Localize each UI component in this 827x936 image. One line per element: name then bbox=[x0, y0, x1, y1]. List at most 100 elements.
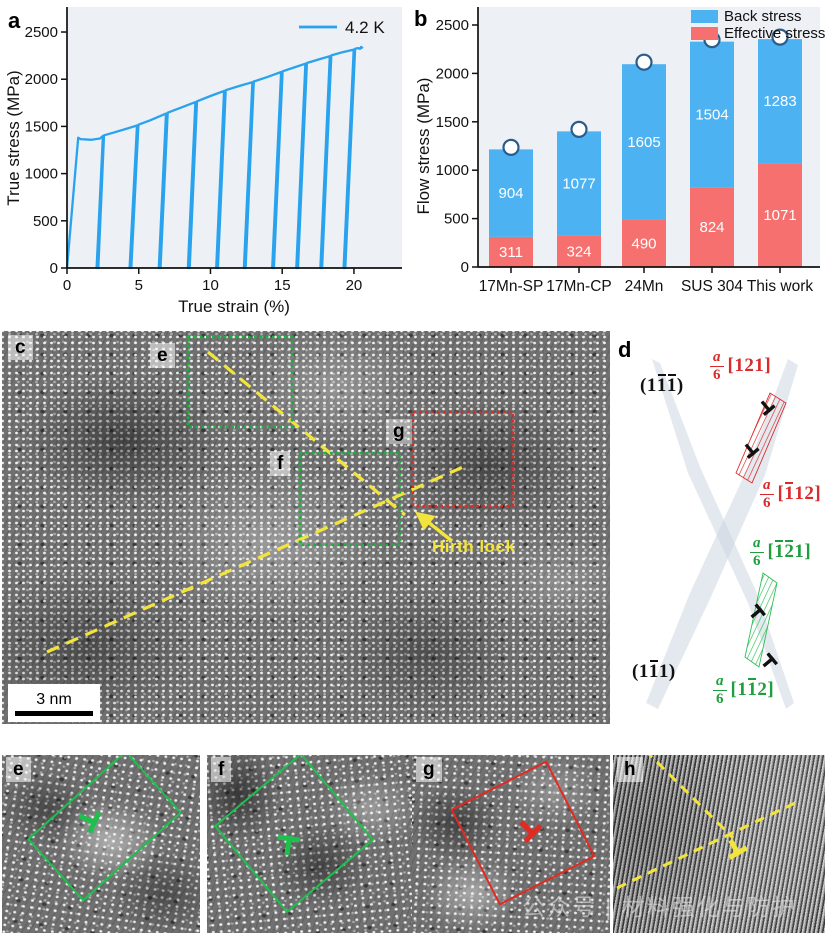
y-tick-label: 1500 bbox=[436, 114, 469, 131]
y-axis-title: True stress (MPa) bbox=[4, 70, 23, 205]
roi-label-f: f bbox=[270, 451, 291, 476]
y-tick-label: 0 bbox=[50, 260, 58, 277]
bar-value-effective: 824 bbox=[699, 219, 724, 236]
dislocation-symbol bbox=[744, 443, 760, 460]
hrtem-zoom-e: e bbox=[2, 755, 200, 933]
y-tick-label: 2500 bbox=[436, 17, 469, 34]
roi-box-f bbox=[298, 451, 402, 547]
dislocation-symbol bbox=[750, 603, 767, 619]
bar-value-back: 1283 bbox=[763, 93, 796, 110]
panel-label-d: d bbox=[618, 337, 632, 362]
bar-back-stress bbox=[557, 131, 601, 236]
y-tick-label: 2000 bbox=[25, 71, 58, 88]
panel-c-annotations bbox=[46, 335, 515, 654]
scale-bar-label: 3 nm bbox=[36, 690, 72, 708]
panel-label-f: f bbox=[211, 757, 232, 782]
bar-value-back: 1605 bbox=[627, 134, 660, 151]
bar-value-back: 1077 bbox=[562, 176, 595, 193]
burgers-vector-1-12: a 6 [112] bbox=[713, 673, 774, 707]
category-label: This work bbox=[747, 278, 814, 295]
slip-planes-drawing bbox=[646, 359, 798, 709]
y-tick-label: 1000 bbox=[436, 162, 469, 179]
panel-label-h: h bbox=[617, 757, 643, 782]
y-tick-label: 1500 bbox=[25, 118, 58, 135]
panel-label-g: g bbox=[416, 757, 442, 782]
burgers-vector--1-21: a 6 [121] bbox=[750, 535, 811, 569]
hrtem-zoom-f: f bbox=[207, 755, 413, 933]
scale-bar-line bbox=[15, 710, 93, 716]
bar-value-back: 1504 bbox=[695, 106, 728, 123]
legend-label: 4.2 K bbox=[345, 18, 385, 37]
category-label: 17Mn-SP bbox=[479, 278, 544, 295]
dislocation-symbol bbox=[760, 400, 776, 417]
burgers-vector-121: a 6 [121] bbox=[710, 349, 771, 383]
total-flow-stress-marker bbox=[771, 28, 789, 46]
y-tick-label: 500 bbox=[444, 211, 469, 228]
bar-value-effective: 1071 bbox=[763, 207, 796, 224]
x-tick-label: 15 bbox=[274, 277, 291, 294]
ifft-fringe-image-h: h bbox=[613, 755, 825, 933]
panel-label-a: a bbox=[8, 8, 21, 33]
lattice-texture bbox=[2, 331, 610, 724]
panel-label-e: e bbox=[6, 757, 31, 782]
bar-back-stress bbox=[622, 64, 666, 220]
bar-back-stress bbox=[489, 149, 533, 237]
bar-effective-stress bbox=[557, 235, 601, 267]
x-axis-title: True strain (%) bbox=[178, 297, 290, 316]
green-hatched-fault bbox=[744, 572, 778, 668]
scale-bar: 3 nm bbox=[8, 684, 100, 722]
roi-label-e: e bbox=[150, 343, 175, 368]
fringe-shading bbox=[613, 755, 825, 933]
bar-back-stress bbox=[690, 41, 734, 188]
category-label: 17Mn-CP bbox=[546, 278, 611, 295]
y-tick-label: 2000 bbox=[436, 65, 469, 82]
hirth-lock-label: Hirth lock bbox=[432, 537, 516, 556]
panel-h-annotations bbox=[616, 755, 796, 890]
flow-stress-chart: 311 904 17Mn-SP 324 1077 17Mn-CP 490 1605 24Mn 82… bbox=[414, 7, 825, 295]
bar-effective-stress bbox=[690, 187, 734, 267]
y-tick-label: 2500 bbox=[25, 24, 58, 41]
legend-label: Effective stress bbox=[724, 25, 825, 42]
panel-label-b: b bbox=[414, 6, 428, 31]
plane-label-top: (111) bbox=[640, 374, 684, 396]
roi-label-g: g bbox=[386, 419, 412, 444]
bar-back-stress bbox=[758, 39, 802, 164]
slip-trace-line-2 bbox=[46, 465, 464, 654]
roi-box-g bbox=[411, 410, 515, 508]
y-tick-label: 500 bbox=[33, 213, 58, 230]
y-tick-label: 0 bbox=[461, 259, 469, 276]
x-tick-label: 0 bbox=[63, 277, 71, 294]
total-flow-stress-marker bbox=[570, 120, 588, 138]
contrast-blotches bbox=[207, 755, 413, 933]
category-label: 24Mn bbox=[625, 278, 664, 295]
bar-value-effective: 311 bbox=[499, 244, 523, 261]
watermark: 公众号 | 材料强化与防护 bbox=[522, 894, 797, 920]
bar-value-back: 904 bbox=[498, 185, 523, 202]
burgers-vector--112: a 6 [112] bbox=[760, 477, 821, 511]
total-flow-stress-marker bbox=[635, 53, 653, 71]
hrtem-image-c: c e f g Hirth lock 3 nm bbox=[2, 331, 610, 724]
y-axis-title: Flow stress (MPa) bbox=[414, 78, 433, 215]
category-label: SUS 304 bbox=[681, 278, 743, 295]
legend-swatch bbox=[691, 27, 718, 40]
contrast-blotches bbox=[412, 755, 610, 933]
x-tick-label: 10 bbox=[202, 277, 219, 294]
contrast-blotches bbox=[2, 755, 200, 933]
bar-effective-stress bbox=[758, 163, 802, 267]
legend-label: Back stress bbox=[724, 8, 802, 25]
dislocation-symbol bbox=[276, 835, 300, 857]
dislocation-symbol bbox=[762, 652, 779, 668]
contrast-blotches bbox=[2, 331, 610, 724]
bar-value-effective: 324 bbox=[566, 243, 591, 260]
hrtem-zoom-g: g bbox=[412, 755, 610, 933]
bar-value-effective: 490 bbox=[631, 235, 656, 252]
total-flow-stress-marker bbox=[502, 138, 520, 156]
x-tick-label: 20 bbox=[346, 277, 363, 294]
stress-strain-chart: 0 5 10 15 20 0 500 1000 1500 2000 2500 4.2 K True st… bbox=[4, 7, 402, 316]
roi-box-e bbox=[186, 335, 294, 429]
panel-label-c: c bbox=[8, 335, 33, 360]
bar-effective-stress bbox=[489, 236, 533, 267]
schematic-d: d (111) (111) a 6 [121] a 6 [112] a 6 [121] bbox=[610, 325, 827, 725]
legend-swatch bbox=[691, 10, 718, 23]
